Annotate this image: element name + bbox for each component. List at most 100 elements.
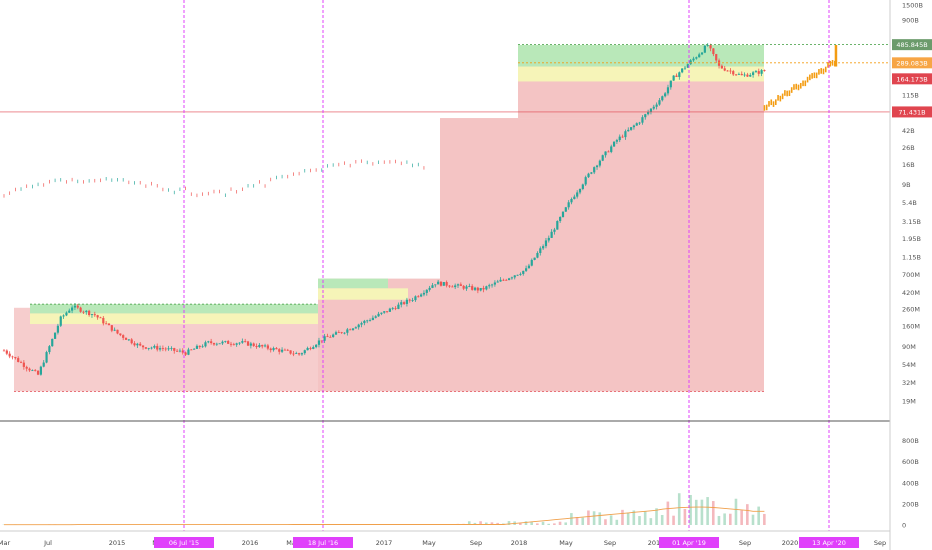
volume-bar-129	[734, 498, 738, 525]
candle-body-201	[573, 196, 576, 200]
volume-bar-111	[632, 510, 636, 525]
candle-body-101	[289, 350, 292, 354]
zone-green-2	[318, 278, 388, 289]
candle-body-111	[317, 340, 321, 345]
candle-body-187	[533, 257, 536, 260]
candle-body-58	[167, 348, 170, 350]
candle-body-254	[723, 68, 726, 71]
candle-body-200	[570, 199, 573, 203]
candle-body-207	[590, 172, 593, 174]
volume-tick-2: 400B	[902, 479, 919, 487]
candle-body-56	[161, 348, 164, 349]
candle-body-209	[595, 165, 599, 168]
candle-body-212	[604, 151, 607, 156]
zone-yellow-2	[318, 288, 408, 300]
candle-body-64	[184, 352, 187, 355]
volume-bar-102	[581, 517, 585, 525]
time-tick-8: 2017	[376, 539, 393, 547]
candle-body-151	[431, 285, 434, 288]
price-tick-2: 54M	[902, 361, 916, 369]
volume-bar-104	[592, 511, 596, 525]
candle-body-167	[476, 287, 479, 291]
candle-body-91	[261, 344, 264, 347]
volume-bar-113	[643, 511, 647, 525]
event-label-bg-2	[659, 537, 719, 548]
candle-body-265	[754, 71, 758, 73]
candle-body-137	[391, 308, 394, 310]
time-tick-16: Sep	[739, 539, 751, 547]
candle-body-159	[454, 285, 457, 288]
candle-body-92	[263, 345, 267, 347]
candle-body-215	[612, 141, 616, 147]
candle-body-244	[695, 57, 698, 59]
event-label-bg-3	[799, 537, 859, 548]
candle-body-107	[306, 347, 309, 351]
price-tags: 485.845B 289.083B 164.173B 71.431B	[892, 39, 932, 118]
volume-bar-107	[609, 515, 613, 525]
candle-body-174	[496, 281, 499, 283]
volume-bar-127	[723, 513, 726, 525]
zone-red-4	[440, 118, 764, 392]
candle-body-54	[156, 345, 159, 350]
zones-layer	[14, 45, 764, 392]
candle-body-189	[539, 248, 542, 253]
candle-body-118	[337, 332, 340, 333]
volume-bar-103	[587, 510, 590, 525]
candle-body-245	[698, 54, 701, 58]
candle-body-145	[414, 296, 417, 301]
candle-body-109	[312, 347, 315, 349]
volume-bar-130	[740, 510, 743, 525]
candle-body-122	[349, 329, 352, 331]
candle-body-69	[198, 345, 201, 347]
candle-body-249	[709, 45, 712, 49]
event-label-bg-0	[154, 537, 214, 548]
candle-body-236	[672, 75, 675, 81]
candle-body-16	[48, 346, 51, 353]
volume-bar-97	[553, 523, 556, 525]
candle-body-3	[11, 356, 14, 358]
candle-body-10	[31, 370, 34, 372]
volume-bar-83	[473, 522, 477, 525]
candle-body-139	[397, 304, 400, 309]
candle-body-160	[456, 284, 460, 286]
candle-body-223	[635, 123, 638, 126]
price-tag-1: 289.083B	[896, 59, 927, 67]
candle-body-57	[164, 348, 167, 350]
candle-body-125	[357, 324, 360, 328]
volume-bar-122	[694, 499, 698, 525]
candle-body-93	[266, 345, 269, 349]
price-tag-bg-0	[892, 39, 932, 51]
candle-body-154	[439, 281, 443, 286]
candle-body-192	[547, 237, 550, 241]
candle-body-46	[133, 343, 136, 346]
volume-bar-133	[757, 506, 760, 525]
price-tick-3: 90M	[902, 343, 916, 351]
price-tick-11: 5.4B	[902, 199, 917, 207]
candle-body-268	[763, 70, 766, 72]
candle-body-186	[530, 259, 533, 266]
candle-body-72	[207, 341, 210, 343]
price-tag-3: 71.431B	[898, 108, 925, 116]
volume-bar-132	[751, 514, 755, 525]
candle-body-203	[578, 188, 582, 193]
candle-body-79	[227, 341, 230, 344]
candle-body-77	[221, 341, 224, 344]
volume-axis: 0 200B 400B 600B 800B	[902, 437, 919, 529]
candle-body-41	[119, 333, 122, 336]
volume-bar-84	[479, 521, 482, 525]
volume-bar-112	[638, 516, 641, 525]
candle-body-197	[561, 211, 565, 218]
candle-body-11	[34, 370, 37, 372]
volume-bar-92	[524, 521, 528, 525]
time-tick-12: May	[559, 539, 573, 547]
candle-body-129	[368, 320, 372, 321]
volume-bar-106	[604, 519, 607, 525]
volume-bar-124	[706, 497, 709, 525]
candle-body-141	[402, 302, 406, 304]
candle-body-219	[624, 131, 627, 138]
candle-body-206	[587, 173, 590, 178]
candle-body-45	[130, 339, 133, 344]
candle-body-38	[110, 325, 113, 331]
candle-body-188	[536, 252, 539, 258]
candle-body-235	[669, 80, 672, 88]
